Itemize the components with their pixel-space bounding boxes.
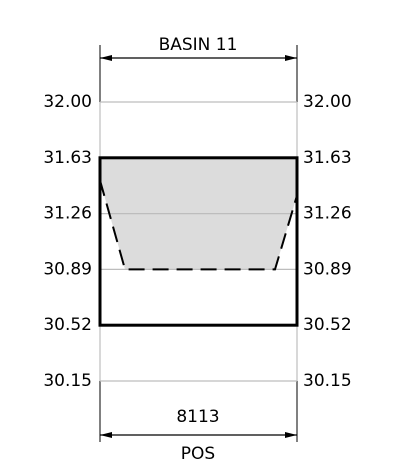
title: BASIN 11 [159,35,238,55]
y-tick-label: 32.00 [43,92,92,112]
y-tick-label: 30.15 [303,371,352,391]
x-label: POS [181,444,215,459]
y-tick-label: 30.15 [43,371,92,391]
y-tick-label: 30.89 [43,259,92,279]
y-tick-label: 31.63 [43,148,92,168]
y-tick-label: 31.26 [43,204,92,224]
y-tick-label: 30.89 [303,259,352,279]
basin-box [98,156,299,327]
width-label: 8113 [176,407,219,427]
y-tick-label: 31.63 [303,148,352,168]
y-tick-label: 30.52 [303,315,352,335]
y-tick-label: 32.00 [303,92,352,112]
y-tick-label: 30.52 [43,315,92,335]
y-tick-label: 31.26 [303,204,352,224]
